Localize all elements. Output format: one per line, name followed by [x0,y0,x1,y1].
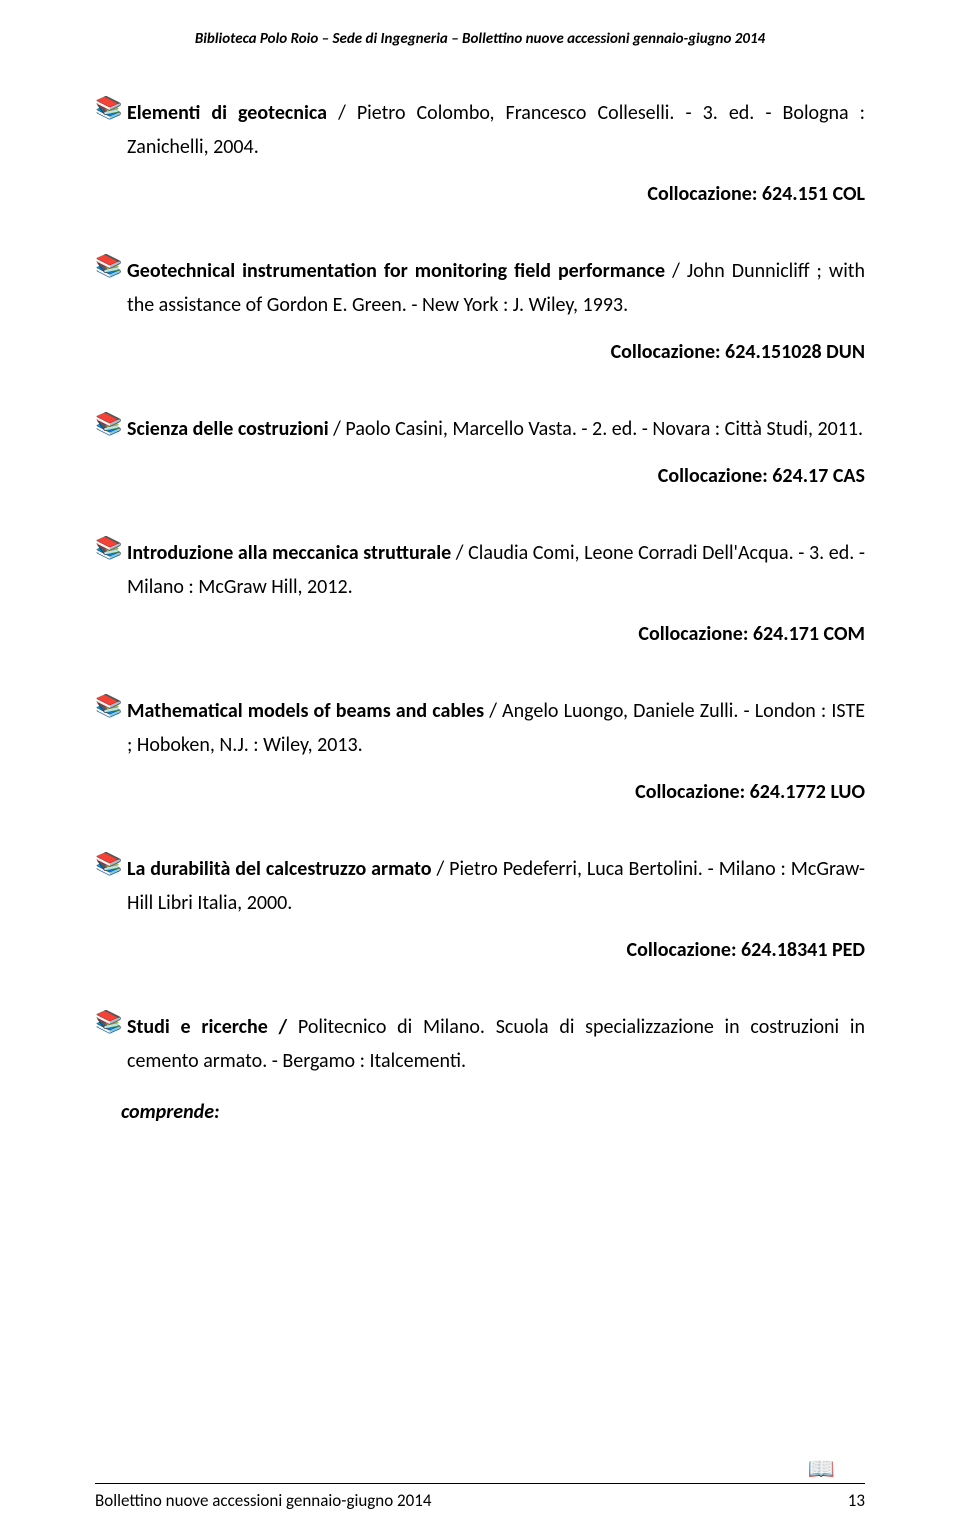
book-icon: 📚 [95,1010,127,1034]
entry-title: Studi e ricerche / [127,1015,298,1039]
collocation-code: Collocazione: 624.151028 DUN [95,340,865,364]
entry-text: Scienza delle costruzioni / Paolo Casini… [127,412,865,446]
entry-rest: / Paolo Casini, Marcello Vasta. - 2. ed.… [329,417,863,441]
entry-text: Elementi di geotecnica / Pietro Colombo,… [127,96,865,164]
bibliography-entry: 📚 Introduzione alla meccanica struttural… [95,536,865,646]
book-icon: 📚 [95,536,127,560]
footer-title: Bollettino nuove accessioni gennaio-giug… [95,1490,432,1511]
book-icon: 📚 [95,254,127,278]
page-header: Biblioteca Polo Roio – Sede di Ingegneri… [95,30,865,48]
entry-title: Elementi di geotecnica [127,101,327,125]
entry-title: La durabilità del calcestruzzo armato [127,857,432,881]
entry-title: Geotechnical instrumentation for monitor… [127,259,665,283]
entry-title: Introduzione alla meccanica strutturale [127,541,451,565]
collocation-code: Collocazione: 624.18341 PED [95,938,865,962]
collocation-code: Collocazione: 624.17 CAS [95,464,865,488]
page: Biblioteca Polo Roio – Sede di Ingegneri… [0,0,960,1535]
book-icon: 📚 [95,412,127,436]
collocation-code: Collocazione: 624.151 COL [95,182,865,206]
book-icon: 📚 [95,694,127,718]
entry-title: Scienza delle costruzioni [127,417,329,441]
book-icon: 📚 [95,852,127,876]
open-book-icon: 📖 [808,1455,835,1482]
entry-text: Studi e ricerche / Politecnico di Milano… [127,1010,865,1078]
collocation-code: Collocazione: 624.171 COM [95,622,865,646]
footer-divider [95,1483,865,1484]
collocation-code: Collocazione: 624.1772 LUO [95,780,865,804]
entry-text: Introduzione alla meccanica strutturale … [127,536,865,604]
bibliography-entry: 📚 Mathematical models of beams and cable… [95,694,865,804]
bibliography-entry: 📚 Scienza delle costruzioni / Paolo Casi… [95,412,865,488]
bibliography-entry: 📚 Studi e ricerche / Politecnico di Mila… [95,1010,865,1078]
page-footer: 📖 Bollettino nuove accessioni gennaio-gi… [95,1483,865,1511]
bibliography-entry: 📚 Geotechnical instrumentation for monit… [95,254,865,364]
comprende-label: comprende: [121,1100,865,1124]
page-number: 13 [848,1490,865,1511]
bibliography-entry: 📚 La durabilità del calcestruzzo armato … [95,852,865,962]
bibliography-entry: 📚 Elementi di geotecnica / Pietro Colomb… [95,96,865,206]
entry-title: Mathematical models of beams and cables [127,699,484,723]
entry-text: La durabilità del calcestruzzo armato / … [127,852,865,920]
book-icon: 📚 [95,96,127,120]
entry-text: Geotechnical instrumentation for monitor… [127,254,865,322]
entry-text: Mathematical models of beams and cables … [127,694,865,762]
